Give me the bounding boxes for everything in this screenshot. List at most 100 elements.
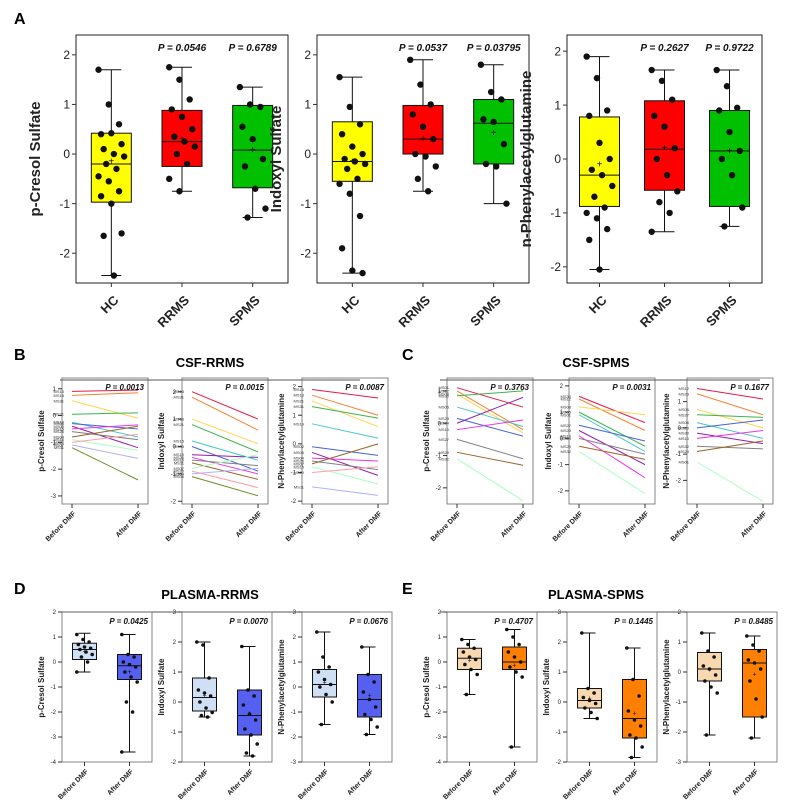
data-point (674, 188, 681, 195)
series-label: MS16 (174, 458, 185, 463)
series-line (696, 388, 764, 400)
data-point (176, 188, 183, 195)
data-point (196, 688, 201, 692)
series-label: MS10 (679, 436, 690, 441)
x-tick-label: After DMF (622, 510, 651, 539)
y-tick-label: 3 (293, 610, 297, 616)
series-label: MS29 (679, 425, 690, 430)
series-label: MS32 (561, 449, 572, 454)
series-line (578, 406, 646, 416)
data-point (591, 193, 598, 200)
series-line (578, 445, 646, 460)
series-label: MS21 (174, 422, 185, 427)
data-point (133, 665, 138, 669)
series-line (696, 393, 764, 416)
data-point (419, 123, 427, 130)
y-axis-label: Indoxyl Sulfate (542, 658, 551, 715)
y-tick-label: -2 (291, 735, 297, 741)
y-tick-label: 2 (53, 610, 57, 616)
y-tick-label: 0 (558, 700, 562, 706)
data-point (721, 223, 728, 230)
y-tick-label: 3 (558, 610, 562, 616)
data-point (249, 135, 256, 143)
p-value-label: P = 0.1677 (730, 383, 769, 392)
data-point (713, 673, 718, 677)
data-point (512, 655, 517, 659)
series-line (71, 424, 139, 430)
series-label: MS13 (54, 389, 65, 394)
y-tick-label: 3 (173, 610, 177, 616)
y-tick-label: -2 (59, 246, 70, 260)
series-label: MS11 (54, 445, 65, 450)
series-line (191, 476, 259, 497)
series-label: MS02 (294, 444, 305, 449)
y-tick-label: 1 (53, 387, 57, 393)
data-point (341, 155, 348, 163)
plot-frame (181, 611, 273, 763)
data-point (490, 118, 497, 126)
y-tick-label: 2 (293, 385, 297, 391)
data-point (593, 74, 601, 82)
series-label: MS08 (439, 392, 450, 397)
data-point (95, 173, 102, 180)
series-line (71, 425, 139, 438)
y-tick-label: 2 (293, 635, 297, 641)
series-label: MS06 (294, 450, 305, 455)
chart-5: -2 -1 0 1 2 Indoxyl Sulfate Before DMF After DM… (157, 377, 269, 543)
data-point (651, 112, 658, 120)
data-point (120, 750, 124, 754)
data-point (700, 631, 704, 635)
chart-10: -4 -3 -2 -1 0 1 2 p-Cresol Sulfate Before DMF Aft… (37, 610, 153, 801)
plot-frame (686, 611, 778, 763)
x-tick-label: Before DMF (562, 768, 595, 801)
data-point (593, 701, 598, 706)
y-tick-label: 0 (293, 442, 297, 448)
series-label: MS19 (294, 421, 305, 426)
y-tick-label: 2 (173, 640, 177, 646)
series-line (456, 438, 524, 460)
data-point (121, 660, 126, 664)
data-point (110, 272, 118, 279)
data-point (482, 160, 490, 168)
chart-8: -2 -1 0 1 2 Indoxyl Sulfate Before DMF After DM… (544, 377, 656, 543)
data-point (100, 145, 107, 153)
series-line (456, 387, 524, 408)
y-axis-label: N-Phenylacetylglutamine (277, 639, 286, 735)
data-point (511, 635, 515, 639)
data-point (113, 165, 120, 173)
data-point (195, 640, 199, 644)
y-tick-label: -2 (676, 730, 682, 736)
y-tick-label: 1 (63, 98, 70, 112)
y-tick-label: 2 (678, 610, 682, 616)
data-point (166, 175, 173, 183)
p-value-label: P = 0.0425 (109, 617, 148, 626)
mean-marker: + (727, 146, 733, 157)
y-tick-label: 1 (560, 410, 564, 416)
data-point (414, 175, 422, 183)
y-tick-label: -1 (51, 440, 57, 446)
series-label: MS12 (439, 388, 450, 393)
series-label: MS24 (439, 421, 450, 426)
data-point (417, 81, 424, 88)
data-point (120, 153, 128, 160)
y-tick-label: 2 (63, 48, 70, 62)
series-line (311, 446, 379, 456)
series-label: MS29 (439, 450, 450, 455)
series-label: MS01 (439, 385, 450, 390)
y-tick-label: 0 (678, 426, 682, 432)
data-point (105, 178, 112, 185)
y-tick-label: 0 (560, 436, 564, 442)
y-tick-label: 1 (173, 670, 177, 676)
data-point (603, 225, 611, 233)
chart-15: -3 -2 -1 0 1 2 N-Phenylacetylglutamine Before D… (662, 610, 778, 801)
data-point (316, 670, 321, 674)
box-hc (579, 116, 620, 207)
data-point (243, 727, 247, 731)
data-point (587, 698, 592, 703)
series-label: MS26 (294, 459, 305, 464)
x-tick-label: SPMS (703, 292, 740, 329)
data-point (498, 96, 505, 103)
data-point (422, 153, 429, 160)
y-tick-label: 2 (558, 640, 562, 646)
